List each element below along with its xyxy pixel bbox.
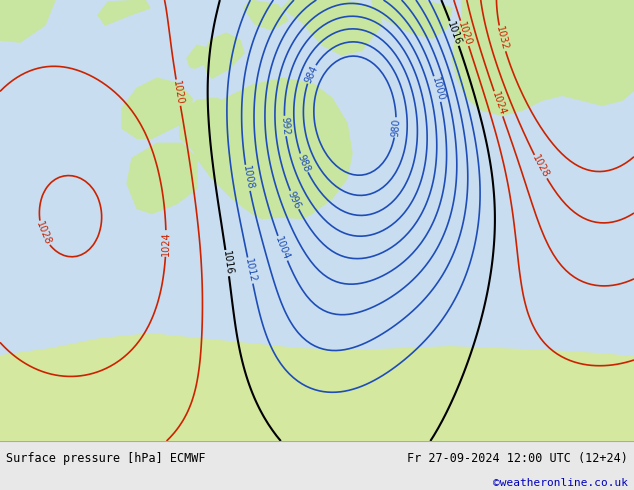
Text: 1004: 1004 bbox=[273, 235, 292, 262]
Text: 984: 984 bbox=[303, 64, 320, 85]
Polygon shape bbox=[282, 0, 382, 55]
Text: 1032: 1032 bbox=[495, 25, 510, 51]
Text: Surface pressure [hPa] ECMWF: Surface pressure [hPa] ECMWF bbox=[6, 452, 206, 465]
Polygon shape bbox=[98, 0, 150, 25]
Text: 1016: 1016 bbox=[221, 250, 234, 276]
Polygon shape bbox=[127, 143, 197, 214]
Text: 1020: 1020 bbox=[171, 80, 185, 106]
Polygon shape bbox=[372, 0, 452, 38]
Text: 988: 988 bbox=[295, 153, 312, 173]
Text: 980: 980 bbox=[390, 118, 401, 137]
Text: 1028: 1028 bbox=[530, 153, 551, 180]
Polygon shape bbox=[0, 0, 55, 42]
Text: 1024: 1024 bbox=[161, 231, 171, 256]
Text: 1000: 1000 bbox=[429, 76, 446, 102]
Text: 1012: 1012 bbox=[243, 257, 257, 284]
Polygon shape bbox=[244, 0, 288, 30]
Polygon shape bbox=[202, 33, 244, 78]
Text: 1020: 1020 bbox=[456, 20, 473, 47]
Text: 1028: 1028 bbox=[34, 220, 53, 247]
Text: 996: 996 bbox=[286, 190, 302, 211]
Text: 992: 992 bbox=[279, 117, 290, 136]
Polygon shape bbox=[207, 214, 452, 264]
Polygon shape bbox=[187, 45, 208, 68]
Polygon shape bbox=[187, 78, 352, 223]
Text: 1016: 1016 bbox=[446, 20, 463, 47]
Text: Fr 27-09-2024 12:00 UTC (12+24): Fr 27-09-2024 12:00 UTC (12+24) bbox=[407, 452, 628, 465]
Polygon shape bbox=[122, 78, 192, 138]
Text: ©weatheronline.co.uk: ©weatheronline.co.uk bbox=[493, 478, 628, 488]
Text: 1024: 1024 bbox=[489, 91, 507, 117]
Polygon shape bbox=[452, 0, 634, 115]
Polygon shape bbox=[0, 334, 634, 441]
Polygon shape bbox=[180, 98, 237, 153]
Text: 1008: 1008 bbox=[240, 165, 255, 191]
